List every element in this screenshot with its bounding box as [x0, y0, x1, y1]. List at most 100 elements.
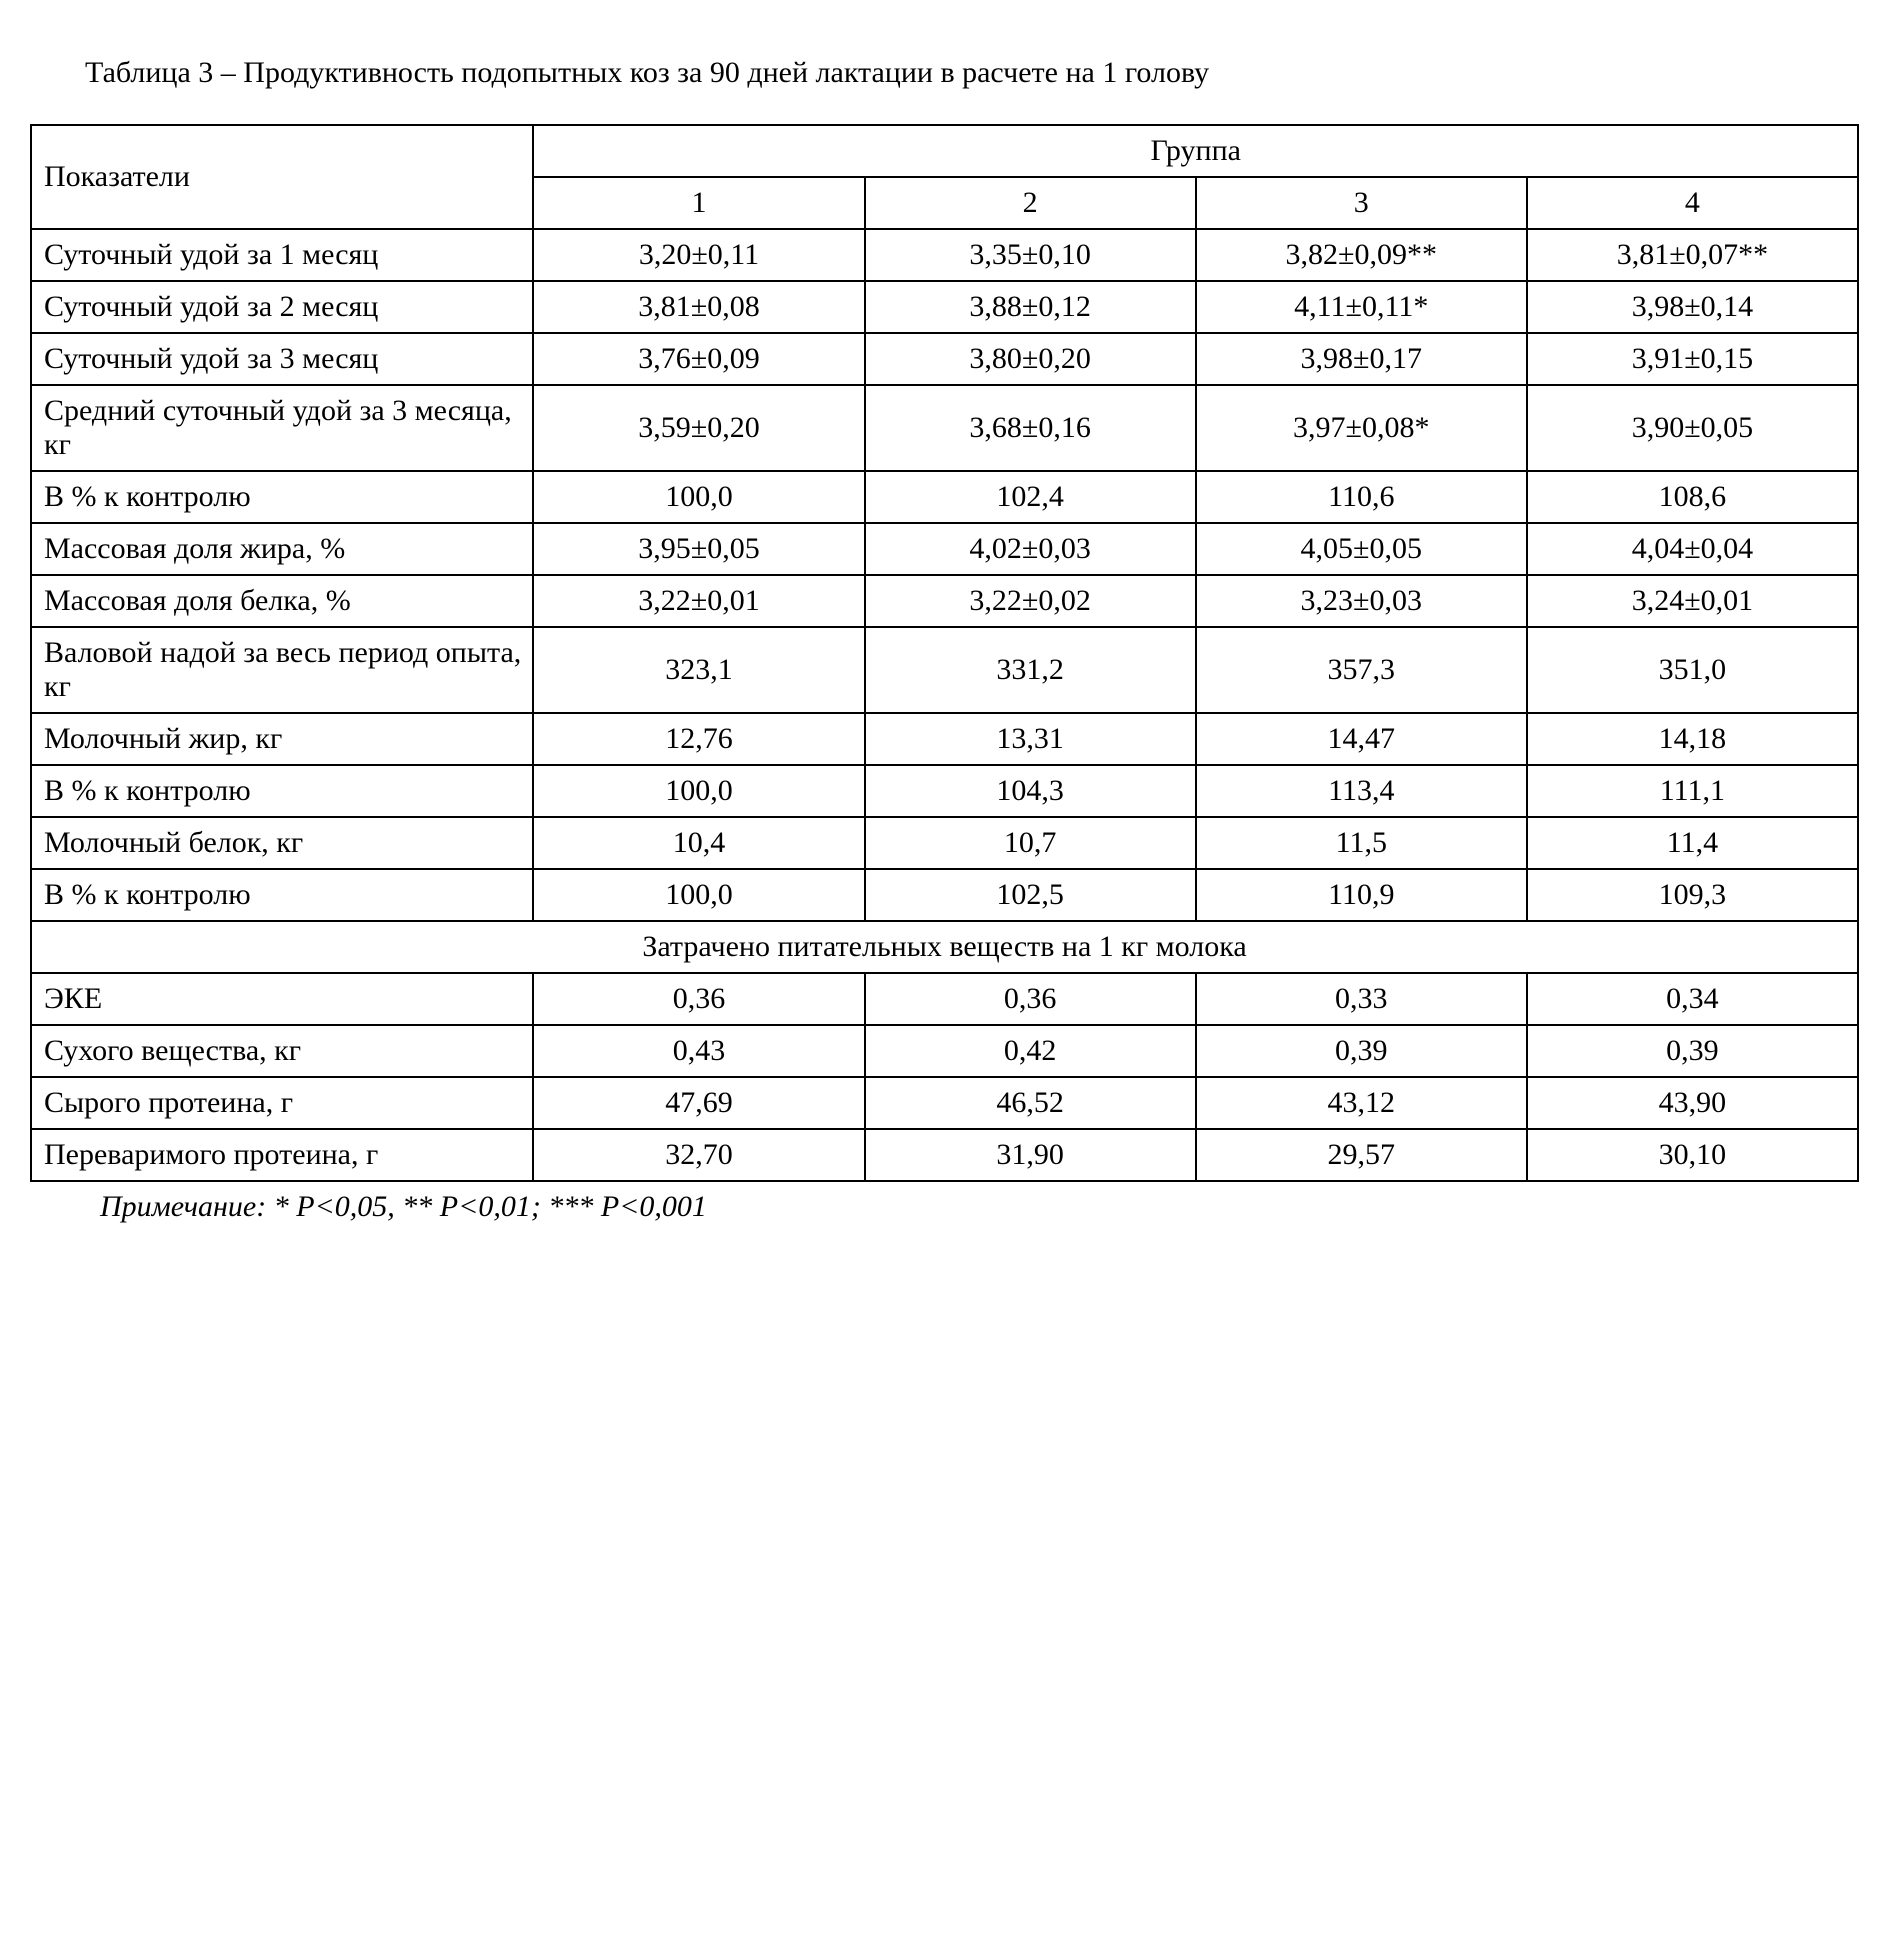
cell: 0,36 — [865, 973, 1196, 1025]
cell: 3,22±0,01 — [533, 575, 864, 627]
row-label: Средний суточный удой за 3 месяца, кг — [31, 385, 533, 471]
cell: 3,23±0,03 — [1196, 575, 1527, 627]
cell: 11,5 — [1196, 817, 1527, 869]
row-label: Суточный удой за 1 месяц — [31, 229, 533, 281]
cell: 13,31 — [865, 713, 1196, 765]
cell: 0,39 — [1196, 1025, 1527, 1077]
table-caption: Таблица 3 – Продуктивность подопытных ко… — [30, 40, 1859, 106]
row-label: Молочный жир, кг — [31, 713, 533, 765]
table-row: Молочный жир, кг 12,76 13,31 14,47 14,18 — [31, 713, 1858, 765]
cell: 3,95±0,05 — [533, 523, 864, 575]
table-row: В % к контролю 100,0 104,3 113,4 111,1 — [31, 765, 1858, 817]
cell: 32,70 — [533, 1129, 864, 1181]
cell: 12,76 — [533, 713, 864, 765]
cell: 102,4 — [865, 471, 1196, 523]
header-group: Группа — [533, 125, 1858, 177]
cell: 323,1 — [533, 627, 864, 713]
row-label: Сухого вещества, кг — [31, 1025, 533, 1077]
row-label: Массовая доля жира, % — [31, 523, 533, 575]
cell: 3,98±0,17 — [1196, 333, 1527, 385]
table-row: В % к контролю 100,0 102,5 110,9 109,3 — [31, 869, 1858, 921]
row-label: Переваримого протеина, г — [31, 1129, 533, 1181]
header-indicators: Показатели — [31, 125, 533, 229]
cell: 0,39 — [1527, 1025, 1858, 1077]
cell: 46,52 — [865, 1077, 1196, 1129]
row-label: Суточный удой за 3 месяц — [31, 333, 533, 385]
cell: 0,33 — [1196, 973, 1527, 1025]
cell: 11,4 — [1527, 817, 1858, 869]
row-label: Суточный удой за 2 месяц — [31, 281, 533, 333]
table-row: Массовая доля жира, % 3,95±0,05 4,02±0,0… — [31, 523, 1858, 575]
cell: 110,6 — [1196, 471, 1527, 523]
table-row: ЭКЕ 0,36 0,36 0,33 0,34 — [31, 973, 1858, 1025]
cell: 104,3 — [865, 765, 1196, 817]
cell: 3,59±0,20 — [533, 385, 864, 471]
table-row: Суточный удой за 1 месяц 3,20±0,11 3,35±… — [31, 229, 1858, 281]
cell: 3,22±0,02 — [865, 575, 1196, 627]
table-row: Суточный удой за 3 месяц 3,76±0,09 3,80±… — [31, 333, 1858, 385]
header-group-1: 1 — [533, 177, 864, 229]
cell: 0,34 — [1527, 973, 1858, 1025]
cell: 3,81±0,07** — [1527, 229, 1858, 281]
cell: 113,4 — [1196, 765, 1527, 817]
section-title: Затрачено питательных веществ на 1 кг мо… — [31, 921, 1858, 973]
row-label: Молочный белок, кг — [31, 817, 533, 869]
cell: 3,81±0,08 — [533, 281, 864, 333]
table-row: Средний суточный удой за 3 месяца, кг 3,… — [31, 385, 1858, 471]
section-header-row: Затрачено питательных веществ на 1 кг мо… — [31, 921, 1858, 973]
cell: 0,43 — [533, 1025, 864, 1077]
cell: 109,3 — [1527, 869, 1858, 921]
cell: 4,04±0,04 — [1527, 523, 1858, 575]
cell: 110,9 — [1196, 869, 1527, 921]
cell: 3,97±0,08* — [1196, 385, 1527, 471]
row-label: Сырого протеина, г — [31, 1077, 533, 1129]
cell: 0,42 — [865, 1025, 1196, 1077]
cell: 357,3 — [1196, 627, 1527, 713]
cell: 100,0 — [533, 869, 864, 921]
footnote: Примечание: * Р<0,05, ** Р<0,01; *** Р<0… — [30, 1190, 1859, 1224]
row-label: В % к контролю — [31, 471, 533, 523]
cell: 331,2 — [865, 627, 1196, 713]
cell: 14,47 — [1196, 713, 1527, 765]
cell: 4,02±0,03 — [865, 523, 1196, 575]
cell: 102,5 — [865, 869, 1196, 921]
cell: 111,1 — [1527, 765, 1858, 817]
table-row: В % к контролю 100,0 102,4 110,6 108,6 — [31, 471, 1858, 523]
cell: 10,4 — [533, 817, 864, 869]
cell: 3,82±0,09** — [1196, 229, 1527, 281]
cell: 3,88±0,12 — [865, 281, 1196, 333]
row-label: ЭКЕ — [31, 973, 533, 1025]
header-group-2: 2 — [865, 177, 1196, 229]
row-label: Валовой надой за весь период опыта, кг — [31, 627, 533, 713]
cell: 100,0 — [533, 765, 864, 817]
cell: 3,98±0,14 — [1527, 281, 1858, 333]
row-label: Массовая доля белка, % — [31, 575, 533, 627]
cell: 14,18 — [1527, 713, 1858, 765]
cell: 351,0 — [1527, 627, 1858, 713]
table-row: Сырого протеина, г 47,69 46,52 43,12 43,… — [31, 1077, 1858, 1129]
cell: 43,90 — [1527, 1077, 1858, 1129]
cell: 0,36 — [533, 973, 864, 1025]
table-row: Молочный белок, кг 10,4 10,7 11,5 11,4 — [31, 817, 1858, 869]
cell: 31,90 — [865, 1129, 1196, 1181]
cell: 100,0 — [533, 471, 864, 523]
cell: 3,80±0,20 — [865, 333, 1196, 385]
cell: 3,24±0,01 — [1527, 575, 1858, 627]
cell: 47,69 — [533, 1077, 864, 1129]
cell: 3,90±0,05 — [1527, 385, 1858, 471]
table-row: Валовой надой за весь период опыта, кг 3… — [31, 627, 1858, 713]
table-body: Суточный удой за 1 месяц 3,20±0,11 3,35±… — [31, 229, 1858, 1181]
cell: 4,05±0,05 — [1196, 523, 1527, 575]
table-row: Сухого вещества, кг 0,43 0,42 0,39 0,39 — [31, 1025, 1858, 1077]
table-row: Массовая доля белка, % 3,22±0,01 3,22±0,… — [31, 575, 1858, 627]
productivity-table: Показатели Группа 1 2 3 4 Суточный удой … — [30, 124, 1859, 1182]
cell: 3,76±0,09 — [533, 333, 864, 385]
cell: 4,11±0,11* — [1196, 281, 1527, 333]
cell: 3,20±0,11 — [533, 229, 864, 281]
header-group-3: 3 — [1196, 177, 1527, 229]
cell: 108,6 — [1527, 471, 1858, 523]
cell: 3,91±0,15 — [1527, 333, 1858, 385]
table-row: Переваримого протеина, г 32,70 31,90 29,… — [31, 1129, 1858, 1181]
row-label: В % к контролю — [31, 765, 533, 817]
table-row: Суточный удой за 2 месяц 3,81±0,08 3,88±… — [31, 281, 1858, 333]
